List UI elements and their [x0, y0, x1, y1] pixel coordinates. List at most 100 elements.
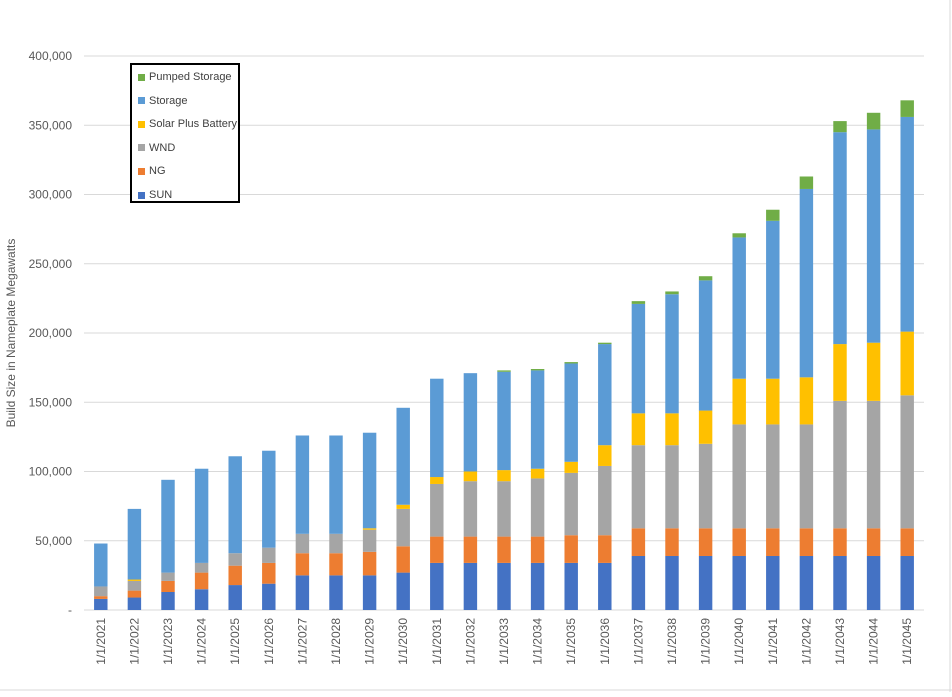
bar-segment-solar-plus-battery [833, 344, 847, 401]
bar-segment-sun [430, 562, 444, 610]
bar-segment-pumped-storage [732, 233, 746, 238]
x-tick-label: 1/1/2039 [699, 618, 713, 665]
bar-segment-sun [799, 555, 814, 610]
bar-segment-ng [631, 528, 646, 556]
x-tick-label: 1/1/2034 [531, 618, 545, 665]
bar-segment-solar-plus-battery [698, 410, 713, 444]
bar-segment-ng [194, 572, 209, 590]
bar-segment-sun [228, 585, 242, 610]
y-tick-label: - [68, 603, 72, 617]
x-tick-label: 1/1/2032 [463, 618, 477, 665]
legend-label: Storage [149, 94, 188, 107]
bar-segment-storage [497, 371, 511, 471]
bar-segment-sun [396, 572, 410, 610]
bar-segment-ng [295, 553, 310, 576]
x-tick-label: 1/1/2044 [867, 618, 881, 665]
bar-segment-storage [866, 129, 881, 343]
bar-segment-sun [665, 555, 679, 610]
legend-label: SUN [149, 189, 173, 201]
x-tick-label: 1/1/2029 [363, 618, 377, 665]
legend-swatch [138, 167, 145, 175]
legend-entry: Pumped Storage [138, 70, 232, 84]
bar-segment-ng [799, 528, 814, 556]
bar-segment-pumped-storage [665, 291, 679, 295]
bar-segment-ng [598, 535, 612, 563]
bar-segment-ng [833, 528, 847, 556]
bar-segment-ng [94, 596, 108, 599]
y-tick-label: 350,000 [29, 118, 73, 132]
bar-segment-wnd [161, 572, 175, 581]
bar-segment-sun [732, 555, 746, 610]
bar-segment-storage [631, 303, 646, 414]
bar-segment-storage [161, 479, 175, 573]
bar-segment-storage [463, 373, 478, 472]
bar-segment-ng [262, 562, 276, 584]
bar-segment-pumped-storage [497, 370, 511, 372]
bar-segment-wnd [430, 483, 444, 537]
bar-segment-ng [900, 528, 914, 556]
bar-segment-pumped-storage [833, 121, 847, 133]
bar-segment-wnd [833, 400, 847, 529]
bar-segment-storage [564, 363, 578, 462]
y-tick-label: 100,000 [29, 465, 73, 479]
bar-segment-ng [698, 528, 713, 556]
bar-segment-ng [665, 528, 679, 556]
bar-segment-solar-plus-battery [631, 413, 646, 446]
bar-segment-solar-plus-battery [127, 579, 142, 581]
bar-segment-pumped-storage [564, 362, 578, 364]
x-tick-label: 1/1/2037 [631, 618, 645, 665]
x-tick-label: 1/1/2043 [833, 618, 847, 665]
bar-segment-wnd [530, 478, 545, 537]
y-tick-label: 50,000 [35, 534, 72, 548]
bar-segment-solar-plus-battery [799, 377, 814, 425]
bar-segment-wnd [295, 533, 310, 554]
bar-segment-wnd [329, 533, 343, 554]
legend-entry: SUN [138, 188, 172, 202]
bar-segment-storage [262, 450, 276, 548]
legend-label: WND [149, 141, 176, 154]
bar-segment-wnd [631, 445, 646, 529]
bar-segment-solar-plus-battery [866, 342, 881, 401]
bar-segment-storage [362, 432, 377, 529]
bar-segment-sun [295, 575, 310, 610]
x-tick-label: 1/1/2026 [262, 618, 276, 665]
bar-segment-storage [732, 237, 746, 379]
y-tick-label: 200,000 [29, 326, 73, 340]
legend-swatch [138, 120, 145, 128]
bar-segment-solar-plus-battery [430, 477, 444, 484]
bar-segment-pumped-storage [766, 209, 780, 221]
bar-segment-solar-plus-battery [463, 471, 478, 482]
y-axis-ticks: - 50,000 100,000 150,000 200,000 250,000 300,0… [29, 49, 73, 617]
x-tick-label: 1/1/2031 [430, 618, 444, 665]
bar-segment-sun [362, 575, 377, 610]
bar-segment-storage [94, 543, 108, 587]
bar-segment-wnd [127, 580, 142, 591]
x-tick-label: 1/1/2045 [900, 618, 914, 665]
bar-segment-solar-plus-battery [530, 468, 545, 479]
x-tick-label: 1/1/2041 [766, 618, 780, 665]
x-tick-label: 1/1/2021 [94, 618, 108, 665]
bar-segment-sun [262, 583, 276, 610]
bar-segment-wnd [362, 529, 377, 552]
x-tick-label: 1/1/2033 [497, 618, 511, 665]
bar-segment-solar-plus-battery [564, 461, 578, 473]
bar-segment-pumped-storage [698, 276, 713, 281]
bar-segment-wnd [194, 562, 209, 573]
legend-label: Solar Plus Battery [149, 118, 238, 131]
bar-segment-storage [766, 220, 780, 379]
bar-segment-wnd [497, 481, 511, 537]
x-tick-label: 1/1/2035 [564, 618, 578, 665]
bar-segment-storage [194, 468, 209, 563]
bar-segment-storage [127, 508, 142, 580]
bar-segment-sun [598, 562, 612, 610]
bar-segment-ng [396, 546, 410, 573]
bar-segment-ng [329, 553, 343, 576]
bar-segment-storage [799, 188, 814, 378]
bar-segment-wnd [396, 508, 410, 547]
x-tick-label: 1/1/2027 [295, 618, 309, 665]
bar-segment-wnd [262, 547, 276, 563]
bar-segment-sun [698, 555, 713, 610]
bar-segment-wnd [228, 553, 242, 566]
y-tick-label: 250,000 [29, 257, 73, 271]
bar-segment-wnd [732, 424, 746, 529]
